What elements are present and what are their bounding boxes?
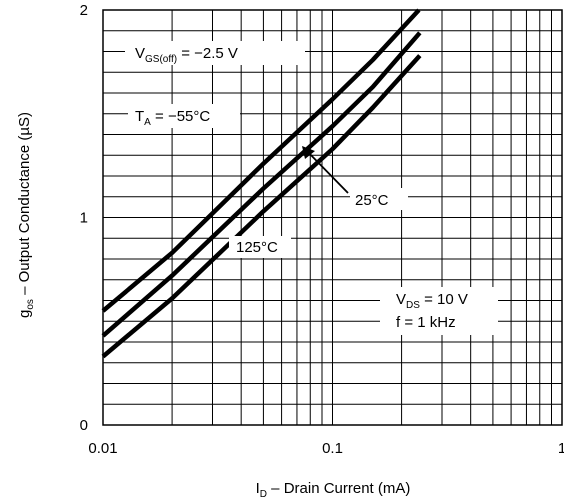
vgs-annotation: VGS(off) = −2.5 V — [135, 45, 238, 65]
series-line-3 — [101, 54, 422, 359]
y-axis-label: gos – Output Conductance (µS) — [16, 112, 36, 318]
arrow-25c-head — [302, 146, 315, 159]
vds-annotation: VDS = 10 V — [396, 291, 468, 311]
tick-labels: 0.01 0.1 1 0 1 2 — [80, 2, 564, 457]
y-tick-label: 2 — [80, 2, 88, 19]
curves — [101, 8, 422, 359]
freq-annotation: f = 1 kHz — [396, 314, 456, 331]
conditions-annotation-bg — [380, 287, 498, 335]
plot-frame — [102, 9, 563, 426]
y-tick-label: 1 — [80, 210, 88, 227]
ta-annotation: TA = −55°C — [135, 108, 210, 128]
t125-annotation: 125°C — [236, 239, 278, 256]
grid-lines — [102, 10, 563, 425]
y-tick-label: 0 — [80, 417, 88, 434]
ta-annotation-bg — [128, 104, 240, 128]
series-line-2 — [101, 31, 422, 338]
t25-annotation: 25°C — [355, 192, 389, 209]
x-tick-label: 1 — [558, 440, 564, 457]
x-tick-label: 0.1 — [322, 440, 343, 457]
series-line-1 — [101, 8, 421, 313]
vgs-annotation-bg — [125, 41, 305, 65]
t25-annotation-bg — [350, 188, 408, 210]
x-tick-label: 0.01 — [88, 440, 117, 457]
t125-annotation-bg — [229, 236, 291, 258]
x-axis-label: ID – Drain Current (mA) — [256, 480, 411, 500]
arrow-25c-line — [303, 147, 349, 194]
